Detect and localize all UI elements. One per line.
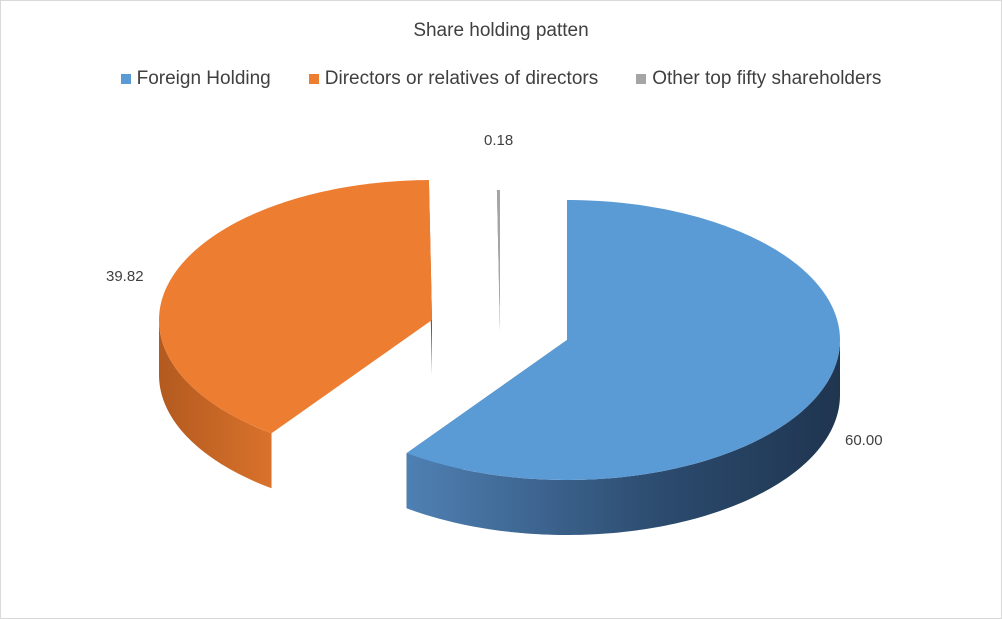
legend-swatch: [308, 74, 319, 84]
legend-item-directors: Directors or relatives of directors: [308, 68, 599, 90]
legend-label: Foreign Holding: [136, 68, 271, 89]
legend-swatch: [636, 74, 647, 84]
legend-swatch: [120, 74, 131, 84]
legend-item-others: Other top fifty shareholders: [636, 68, 881, 90]
data-label-directors: 39.82: [106, 268, 144, 285]
legend-item-foreign: Foreign Holding: [120, 68, 271, 90]
chart-title: Share holding patten: [413, 20, 589, 41]
data-label-foreign: 60.00: [845, 432, 883, 449]
legend-label: Directors or relatives of directors: [324, 68, 599, 89]
slice-foreign-holding-side-wall: [406, 340, 840, 535]
slice-foreign-holding-top: [406, 200, 840, 480]
legend-label: Other top fifty shareholders: [652, 68, 882, 89]
legend: Foreign Holding Directors or relatives o…: [0, 68, 1002, 90]
slice-directors-top: [159, 180, 432, 434]
slice-other-top-fifty-top: [496, 190, 500, 330]
slice-directors: [159, 180, 432, 489]
slice-foreign-holding: [406, 200, 840, 535]
slice-directors-side-wall: [159, 320, 272, 489]
slice-other-top-fifty: [496, 190, 500, 385]
data-label-others: 0.18: [484, 132, 513, 149]
